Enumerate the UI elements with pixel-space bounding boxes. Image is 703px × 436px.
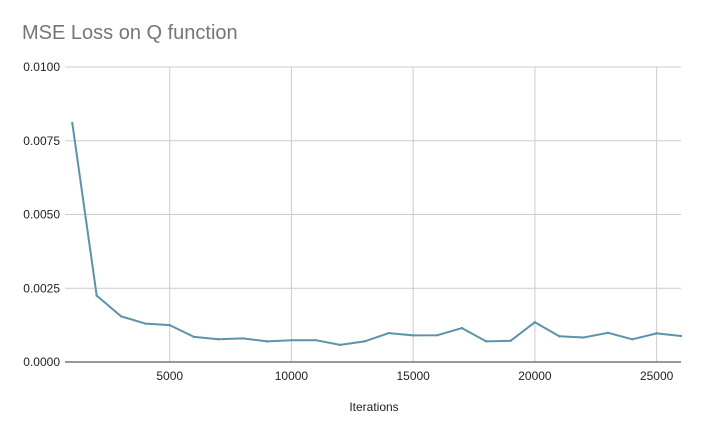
data-point bbox=[606, 331, 610, 334]
data-point bbox=[168, 323, 171, 327]
data-point bbox=[192, 335, 196, 339]
data-point bbox=[217, 338, 220, 341]
x-tick-label: 20000 bbox=[518, 369, 552, 383]
data-point bbox=[631, 338, 634, 341]
data-point bbox=[509, 339, 512, 342]
data-point bbox=[338, 343, 342, 347]
x-axis-title: Iterations bbox=[349, 400, 398, 414]
chart-title: MSE Loss on Q function bbox=[22, 22, 238, 44]
data-point bbox=[655, 332, 658, 335]
data-point bbox=[679, 334, 683, 338]
data-point bbox=[558, 335, 561, 338]
y-tick-label: 0.0000 bbox=[23, 355, 60, 369]
data-point bbox=[533, 320, 537, 324]
data-point bbox=[485, 340, 488, 343]
data-point bbox=[71, 121, 74, 125]
data-point bbox=[363, 340, 366, 343]
grid bbox=[65, 66, 681, 362]
y-tick-label: 0.0075 bbox=[23, 134, 60, 148]
data-point bbox=[119, 315, 123, 318]
y-tick-label: 0.0025 bbox=[23, 281, 60, 295]
data-point bbox=[241, 337, 244, 340]
data-point bbox=[436, 333, 439, 337]
data-point bbox=[290, 338, 293, 342]
data-point bbox=[387, 331, 391, 335]
x-tick-label: 15000 bbox=[396, 369, 430, 383]
series-line bbox=[71, 122, 682, 346]
data-point bbox=[411, 334, 415, 337]
x-tick-label: 5000 bbox=[156, 369, 183, 383]
data-point bbox=[95, 294, 98, 297]
y-tick-label: 0.0050 bbox=[23, 208, 60, 222]
series-layer bbox=[71, 121, 683, 347]
data-point bbox=[265, 340, 269, 343]
data-point bbox=[144, 322, 147, 325]
data-point bbox=[314, 338, 317, 342]
data-point bbox=[460, 326, 464, 330]
x-tick-label: 10000 bbox=[275, 369, 309, 383]
tick-labels: 0.0000 0.0025 0.0050 0.0075 0.0100 5000 10000 1… bbox=[23, 60, 673, 383]
x-tick-label: 25000 bbox=[640, 369, 674, 383]
y-tick-label: 0.0100 bbox=[23, 60, 60, 74]
data-point bbox=[582, 336, 585, 339]
